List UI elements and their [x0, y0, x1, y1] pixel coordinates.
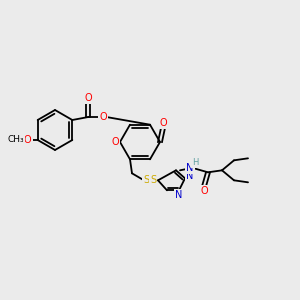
Text: O: O	[100, 112, 107, 122]
Text: O: O	[159, 118, 167, 128]
Text: N: N	[186, 171, 194, 181]
Text: O: O	[85, 93, 92, 103]
Text: N: N	[175, 190, 183, 200]
Text: S: S	[143, 175, 149, 185]
Text: CH₃: CH₃	[8, 136, 24, 145]
Text: S: S	[150, 175, 156, 185]
Text: N: N	[186, 163, 194, 173]
Text: O: O	[111, 137, 119, 147]
Text: O: O	[24, 135, 32, 145]
Text: O: O	[200, 186, 208, 196]
Text: H: H	[192, 158, 198, 167]
